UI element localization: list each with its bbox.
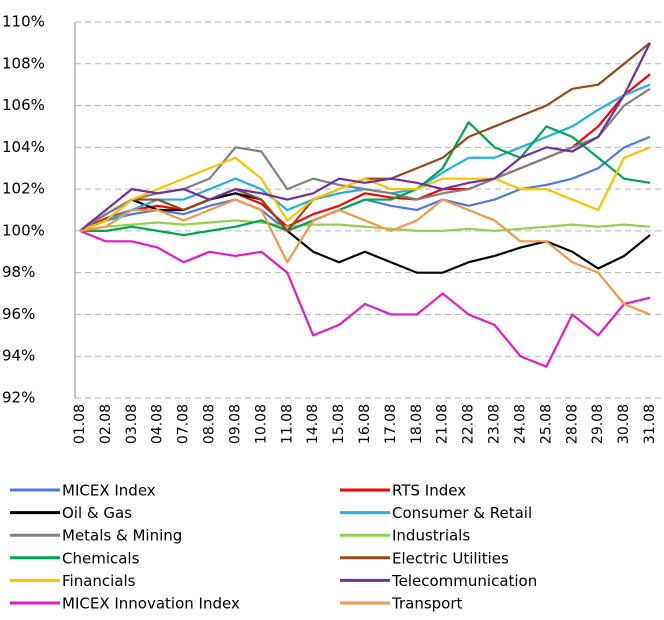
y-tick-label: 98% [2, 263, 35, 281]
x-tick-label: 14.08 [305, 404, 321, 444]
legend-label: Electric Utilities [392, 549, 509, 567]
series-line [79, 73, 651, 232]
x-tick-label: 10.08 [253, 404, 269, 444]
legend-label: Telecommunication [391, 572, 537, 590]
series-line [79, 229, 651, 368]
x-tick-label: 24.08 [512, 404, 528, 444]
legend-label: Chemicals [62, 549, 140, 567]
legend-label: Consumer & Retail [392, 504, 532, 522]
x-tick-label: 28.08 [564, 404, 580, 444]
y-tick-label: 100% [2, 221, 45, 239]
x-tick-label: 09.08 [227, 404, 243, 444]
x-tick-label: 18.08 [409, 404, 425, 444]
x-tick-label: 23.08 [487, 404, 503, 444]
series-line [79, 192, 651, 274]
y-tick-label: 102% [2, 180, 45, 198]
x-tick-label: 30.08 [616, 404, 632, 444]
x-tick-label: 08.08 [202, 404, 218, 444]
legend-label: MICEX Innovation Index [62, 595, 240, 613]
y-tick-label: 94% [2, 347, 35, 365]
series-line [80, 121, 651, 237]
x-tick-label: 25.08 [538, 404, 554, 444]
x-tick-label: 22.08 [461, 404, 477, 444]
x-tick-label: 11.08 [279, 404, 295, 444]
series-line [79, 42, 651, 232]
series-line [79, 198, 651, 316]
y-tick-label: 110% [2, 13, 45, 31]
series-line [79, 219, 651, 232]
series-line [79, 42, 651, 232]
legend-label: Oil & Gas [62, 504, 132, 522]
y-tick-label: 92% [2, 389, 35, 407]
x-tick-label: 31.08 [642, 404, 658, 444]
y-tick-label: 96% [2, 305, 35, 323]
x-tick-label: 04.08 [150, 404, 166, 444]
y-tick-label: 106% [2, 96, 45, 114]
legend-label: Industrials [392, 527, 470, 545]
legend-label: Metals & Mining [62, 527, 182, 545]
x-tick-label: 02.08 [98, 404, 114, 444]
y-tick-label: 104% [2, 138, 45, 156]
x-tick-label: 01.08 [72, 404, 88, 444]
legend-label: MICEX Index [62, 482, 156, 500]
x-tick-label: 29.08 [590, 404, 606, 444]
y-tick-label: 108% [2, 54, 45, 72]
x-tick-label: 16.08 [357, 404, 373, 444]
legend-label: Financials [62, 572, 136, 590]
x-tick-label: 21.08 [435, 404, 451, 444]
x-tick-label: 07.08 [176, 404, 192, 444]
legend-label: Transport [391, 595, 463, 613]
series-line [79, 146, 651, 232]
legend-label: RTS Index [392, 482, 466, 500]
x-tick-label: 15.08 [331, 404, 347, 444]
x-tick-label: 17.08 [383, 404, 399, 444]
x-tick-label: 03.08 [124, 404, 140, 444]
